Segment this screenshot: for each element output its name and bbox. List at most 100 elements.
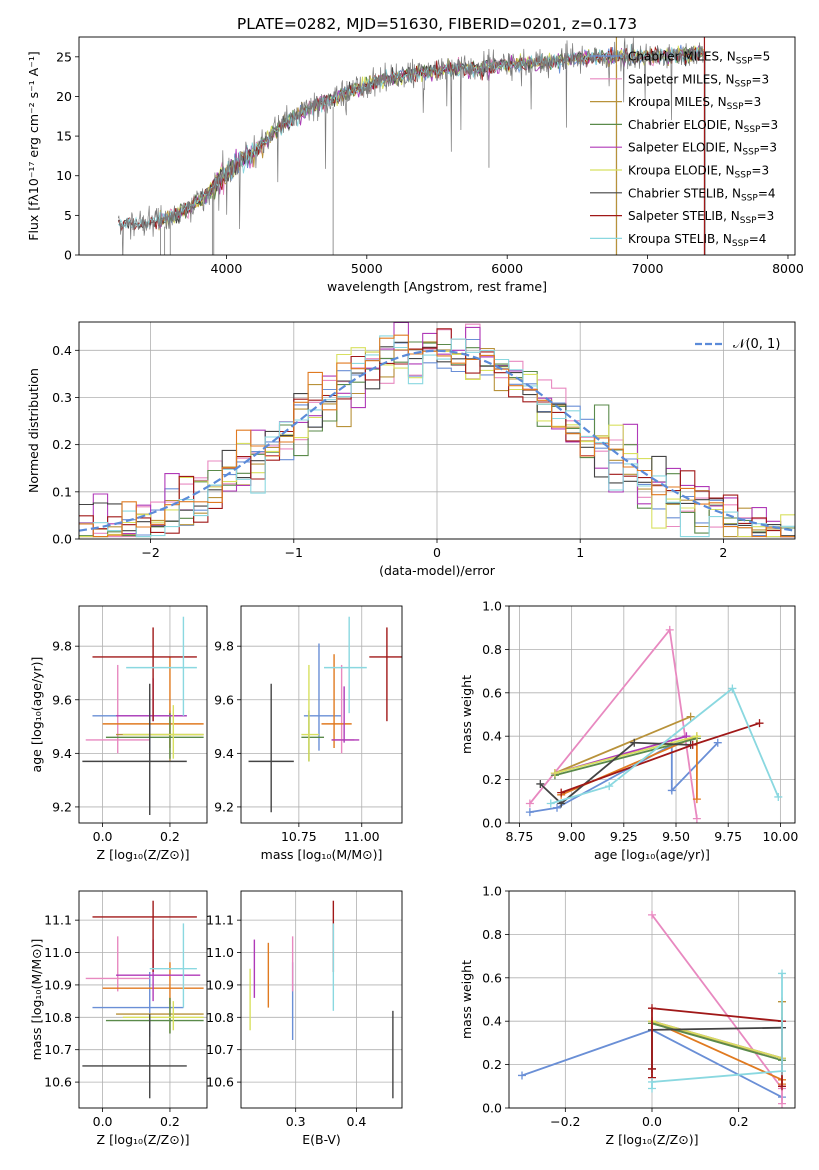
x-tick-label: −0.2 bbox=[550, 1114, 580, 1129]
x-tick-label: 0.0 bbox=[93, 1114, 113, 1129]
mass-weight-marker bbox=[525, 808, 534, 817]
legend-label-main: Salpeter STELIB, N bbox=[628, 209, 740, 223]
legend-label-main: Salpeter ELODIE, N bbox=[628, 141, 742, 155]
x-tick-label: 9.75 bbox=[714, 829, 742, 844]
legend-label-tail: =3 bbox=[751, 164, 769, 178]
x-axis-label: E(B-V) bbox=[302, 1132, 341, 1147]
x-axis-label: mass [log₁₀(M/M⊙)] bbox=[261, 847, 383, 862]
legend-label-tail: =3 bbox=[759, 141, 777, 155]
x-tick-label: 0.2 bbox=[729, 1114, 749, 1129]
mass-weight-marker bbox=[774, 792, 783, 801]
y-tick-label: 25 bbox=[56, 49, 72, 64]
legend-label: 𝒩(0, 1) bbox=[733, 337, 780, 352]
legend-label-sub: SSP bbox=[742, 148, 759, 158]
legend-label: Salpeter ELODIE, NSSP=3 bbox=[628, 141, 777, 158]
x-tick-label: 4000 bbox=[211, 261, 243, 276]
axes-mass_vs_Z: 0.0 0.2 10.6 10.7 10.8 10.9 11.0 11.1 Z [log₁₀(Z… bbox=[29, 890, 208, 1147]
mass-weight-marker bbox=[692, 795, 701, 804]
axes-frame bbox=[78, 321, 796, 540]
axes-age_vs_Z: 0.0 0.2 9.2 9.4 9.6 9.8 Z [log₁₀(Z/Z⊙)] age [lo… bbox=[29, 605, 208, 862]
x-tick-label: −2 bbox=[141, 545, 159, 560]
y-tick-label: 9.6 bbox=[214, 692, 234, 707]
y-tick-label: 0.8 bbox=[482, 927, 502, 942]
mass-weight-marker bbox=[557, 788, 566, 797]
y-axis-label: Flux [fλ10⁻¹⁷ erg cm⁻² s⁻¹ A⁻¹] bbox=[26, 51, 41, 240]
legend-label: Chabrier STELIB, NSSP=4 bbox=[628, 186, 776, 203]
x-axis-label: wavelength [Angstrom, rest frame] bbox=[327, 279, 547, 294]
y-tick-label: 10.6 bbox=[44, 1075, 72, 1090]
y-tick-label: 0.8 bbox=[482, 642, 502, 657]
mass-weight-line bbox=[651, 1020, 783, 1059]
y-tick-label: 0.0 bbox=[482, 816, 502, 831]
y-tick-label: 20 bbox=[56, 89, 72, 104]
x-tick-label: 9.50 bbox=[662, 829, 690, 844]
legend-label-main: Chabrier STELIB, N bbox=[628, 186, 741, 200]
x-tick-label: 6000 bbox=[491, 261, 523, 276]
plot-area-age_vs_Z bbox=[82, 616, 204, 815]
y-tick-label: 9.8 bbox=[214, 639, 234, 654]
mass-weight-marker bbox=[605, 782, 614, 791]
legend-label-sub: SSP bbox=[735, 171, 752, 181]
y-tick-label: 10.8 bbox=[206, 1010, 234, 1025]
mass-weight-marker bbox=[778, 1082, 786, 1091]
plot-area-mass_weight_vs_age bbox=[525, 625, 783, 823]
legend-label-main: Salpeter MILES, N bbox=[628, 72, 735, 86]
legend-label-main: Kroupa STELIB, N bbox=[628, 232, 732, 246]
legend-label: Kroupa MILES, NSSP=3 bbox=[628, 95, 761, 112]
mass-weight-marker bbox=[546, 799, 555, 808]
x-tick-label: 7000 bbox=[632, 261, 664, 276]
mass-weight-marker bbox=[778, 969, 786, 978]
plot-area-mass_vs_EBV bbox=[249, 900, 394, 1099]
y-tick-label: 0.4 bbox=[52, 343, 72, 358]
legend-label: Kroupa ELODIE, NSSP=3 bbox=[628, 164, 769, 181]
plot-area-mass_vs_Z bbox=[82, 900, 204, 1099]
y-axis-label: mass weight bbox=[459, 960, 474, 1039]
y-tick-label: 0.4 bbox=[482, 729, 502, 744]
plots-layer: 4000 5000 6000 7000 80000510152025wavelength… bbox=[26, 36, 804, 1147]
axes-mass_vs_EBV: 0.3 0.4 10.6 10.7 10.8 10.9 11.0 11.1 E(B-V) bbox=[206, 890, 403, 1147]
x-tick-label: 8000 bbox=[772, 261, 804, 276]
x-tick-label: 0.2 bbox=[160, 1114, 180, 1129]
x-tick-label: −1 bbox=[285, 545, 303, 560]
x-axis-label: Z [log₁₀(Z/Z⊙)] bbox=[97, 847, 190, 862]
legend-label-sub: SSP bbox=[744, 125, 761, 135]
y-tick-label: 0.1 bbox=[52, 484, 72, 499]
mass-weight-marker bbox=[648, 1064, 656, 1073]
y-tick-label: 1.0 bbox=[482, 599, 502, 614]
legend-label: Chabrier MILES, NSSP=5 bbox=[628, 50, 770, 67]
x-tick-label: 9.25 bbox=[610, 829, 638, 844]
axes-age_vs_mass: 10.75 11.00 9.2 9.4 9.6 9.8 mass [log₁₀(M/M⊙)] bbox=[214, 605, 403, 862]
mass-weight-marker bbox=[692, 732, 701, 741]
legend-label: Chabrier ELODIE, NSSP=3 bbox=[628, 118, 778, 135]
axes-mass_weight_vs_age: 8.75 9.00 9.25 9.50 9.75 10.00 0.0 0.2 0.4 0.6 0.8… bbox=[459, 599, 798, 863]
model-spectrum-line bbox=[158, 44, 704, 230]
legend-label-tail: =3 bbox=[757, 209, 775, 223]
mass-weight-marker bbox=[648, 1077, 656, 1086]
mass-weight-marker bbox=[692, 814, 701, 823]
x-tick-label: 5000 bbox=[351, 261, 383, 276]
legend-label-sub: SSP bbox=[741, 193, 758, 203]
y-tick-label: 10.7 bbox=[44, 1042, 72, 1057]
axes-spectrum: 4000 5000 6000 7000 8000 0 5 10 15 20 25 wavelength… bbox=[26, 36, 804, 294]
y-tick-label: 0.0 bbox=[52, 532, 72, 547]
y-tick-label: 0.4 bbox=[482, 1014, 502, 1029]
y-axis-label: age [log₁₀(age/yr)] bbox=[29, 657, 44, 773]
x-tick-label: 8.75 bbox=[506, 829, 534, 844]
x-tick-label: 1 bbox=[576, 545, 584, 560]
mass-weight-line bbox=[550, 687, 780, 805]
mass-weight-marker bbox=[778, 1067, 786, 1076]
mass-weight-line bbox=[554, 715, 691, 774]
x-tick-label: 9.00 bbox=[558, 829, 586, 844]
y-tick-label: 0.3 bbox=[52, 390, 72, 405]
legend-label-main: Kroupa MILES, N bbox=[628, 95, 727, 109]
y-tick-label: 9.2 bbox=[52, 799, 72, 814]
spectrum-legend: Chabrier MILES, NSSP=5 Salpeter MILES, N S… bbox=[590, 50, 778, 249]
plot-area-spectrum bbox=[117, 37, 706, 255]
y-tick-label: 11.1 bbox=[206, 913, 234, 928]
y-tick-label: 9.4 bbox=[52, 746, 72, 761]
plot-area-mass_weight_vs_Z bbox=[518, 910, 786, 1108]
y-axis-label: mass [log₁₀(M/M⊙)] bbox=[29, 939, 44, 1061]
legend-label-sub: SSP bbox=[740, 216, 757, 226]
legend-label: Kroupa STELIB, NSSP=4 bbox=[628, 232, 766, 249]
x-tick-label: 11.00 bbox=[344, 829, 380, 844]
